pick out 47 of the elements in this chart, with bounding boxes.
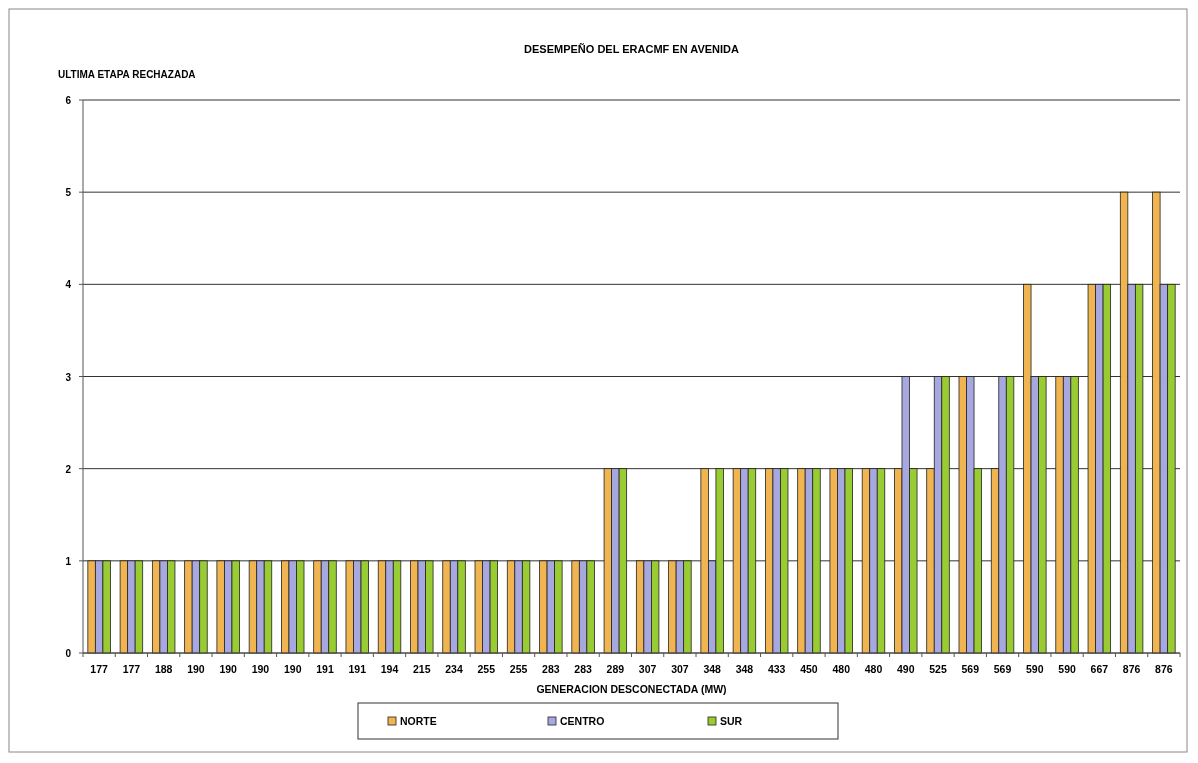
- y-axis-title: ULTIMA ETAPA RECHAZADA: [58, 69, 196, 80]
- x-tick-label: 525: [929, 663, 947, 675]
- x-tick-label: 348: [735, 663, 754, 675]
- y-tick-label: 1: [65, 555, 72, 567]
- x-tick-label: 433: [767, 663, 786, 675]
- y-tick-label: 5: [65, 187, 72, 199]
- x-axis-title: GENERACION DESCONECTADA (MW): [536, 683, 727, 695]
- x-tick-label: 283: [574, 663, 593, 675]
- x-tick-label: 190: [251, 663, 270, 675]
- x-tick-label: 480: [832, 663, 851, 675]
- x-tick-label: 590: [1026, 663, 1044, 675]
- x-tick-label: 289: [606, 663, 625, 675]
- y-tick-label: 4: [65, 279, 72, 291]
- x-tick-label: 283: [542, 663, 560, 675]
- x-tick-label: 307: [638, 663, 657, 675]
- x-tick-label: 177: [122, 663, 141, 675]
- x-tick-label: 190: [219, 663, 238, 675]
- x-tick-label: 194: [380, 663, 399, 675]
- x-tick-label: 590: [1058, 663, 1076, 675]
- x-tick-label: 569: [961, 663, 980, 675]
- chart-title: DESEMPEÑO DEL ERACMF EN AVENIDA: [524, 43, 740, 55]
- x-tick-label: 255: [509, 663, 528, 675]
- x-tick-label: 450: [800, 663, 818, 675]
- x-tick-label: 307: [671, 663, 689, 675]
- x-tick-label: 876: [1155, 663, 1173, 675]
- legend-label: NORTE: [400, 715, 437, 727]
- x-tick-label: 667: [1090, 663, 1109, 675]
- x-tick-label: 348: [703, 663, 722, 675]
- y-tick-label: 2: [65, 463, 72, 475]
- x-tick-label: 177: [90, 663, 109, 675]
- x-tick-label: 569: [993, 663, 1012, 675]
- y-tick-label: 6: [65, 95, 72, 106]
- x-tick-label: 480: [864, 663, 883, 675]
- x-tick-label: 191: [316, 663, 334, 675]
- x-tick-label: 215: [413, 663, 431, 675]
- x-tick-label: 876: [1122, 663, 1141, 675]
- x-tick-label: 190: [283, 663, 302, 675]
- x-tick-label: 490: [896, 663, 915, 675]
- x-tick-label: 190: [187, 663, 205, 675]
- x-tick-label: 255: [477, 663, 496, 675]
- x-tick-label: 234: [445, 663, 463, 675]
- legend-label: CENTRO: [560, 715, 605, 727]
- y-tick-label: 0: [65, 648, 72, 659]
- x-tick-label: 188: [154, 663, 173, 675]
- legend-label: SUR: [720, 715, 743, 727]
- x-tick-label: 191: [348, 663, 367, 675]
- y-tick-label: 3: [65, 371, 72, 383]
